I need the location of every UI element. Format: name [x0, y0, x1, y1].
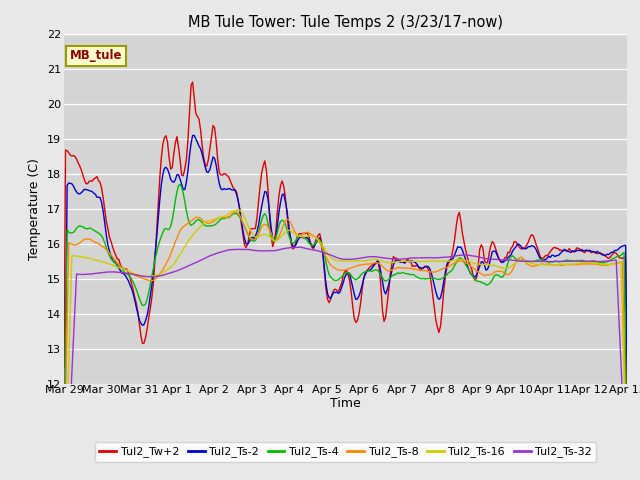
- Tul2_Ts-2: [593, 249, 601, 254]
- Tul2_Ts-4: [258, 217, 266, 223]
- Line: Tul2_Ts-32: Tul2_Ts-32: [64, 247, 627, 480]
- Tul2_Ts-8: [248, 236, 256, 242]
- Tul2_Ts-16: [308, 233, 316, 239]
- Tul2_Ts-2: [623, 382, 631, 388]
- Line: Tul2_Ts-4: Tul2_Ts-4: [64, 184, 627, 472]
- Tul2_Tw+2: [230, 185, 237, 191]
- Tul2_Tw+2: [60, 365, 68, 371]
- Tul2_Ts-32: [228, 247, 236, 252]
- Tul2_Ts-8: [233, 209, 241, 215]
- Title: MB Tule Tower: Tule Temps 2 (3/23/17-now): MB Tule Tower: Tule Temps 2 (3/23/17-now…: [188, 15, 503, 30]
- Tul2_Ts-16: [258, 232, 266, 238]
- X-axis label: Time: Time: [330, 397, 361, 410]
- Tul2_Ts-2: [190, 132, 198, 138]
- Tul2_Ts-4: [176, 181, 184, 187]
- Tul2_Ts-8: [258, 224, 266, 230]
- Tul2_Ts-2: [248, 234, 256, 240]
- Tul2_Ts-2: [129, 290, 137, 296]
- Tul2_Ts-16: [129, 270, 137, 276]
- Tul2_Tw+2: [189, 79, 196, 85]
- Tul2_Ts-2: [230, 187, 237, 193]
- Tul2_Ts-16: [593, 260, 601, 266]
- Tul2_Ts-4: [230, 211, 237, 216]
- Legend: Tul2_Tw+2, Tul2_Ts-2, Tul2_Ts-4, Tul2_Ts-8, Tul2_Ts-16, Tul2_Ts-32: Tul2_Tw+2, Tul2_Ts-2, Tul2_Ts-4, Tul2_Ts…: [95, 442, 596, 462]
- Line: Tul2_Tw+2: Tul2_Tw+2: [64, 82, 627, 441]
- Tul2_Ts-8: [129, 271, 137, 277]
- Tul2_Ts-4: [308, 242, 316, 248]
- Tul2_Ts-4: [129, 279, 137, 285]
- Tul2_Tw+2: [308, 244, 316, 250]
- Tul2_Ts-2: [308, 242, 316, 248]
- Tul2_Ts-8: [308, 232, 316, 238]
- Tul2_Ts-8: [593, 262, 601, 267]
- Tul2_Tw+2: [129, 286, 137, 292]
- Tul2_Ts-16: [248, 230, 256, 236]
- Line: Tul2_Ts-2: Tul2_Ts-2: [64, 135, 627, 480]
- Tul2_Tw+2: [258, 170, 266, 176]
- Tul2_Ts-32: [308, 247, 316, 252]
- Tul2_Ts-2: [258, 204, 266, 210]
- Tul2_Ts-16: [623, 476, 631, 480]
- Y-axis label: Temperature (C): Temperature (C): [28, 158, 42, 260]
- Tul2_Ts-4: [248, 238, 256, 244]
- Line: Tul2_Ts-16: Tul2_Ts-16: [64, 210, 627, 480]
- Tul2_Tw+2: [248, 226, 256, 232]
- Tul2_Ts-16: [234, 207, 242, 213]
- Tul2_Ts-32: [256, 248, 264, 254]
- Tul2_Tw+2: [623, 438, 631, 444]
- Tul2_Ts-32: [129, 271, 137, 277]
- Tul2_Ts-32: [296, 244, 303, 250]
- Tul2_Ts-32: [247, 247, 255, 253]
- Tul2_Ts-4: [60, 456, 68, 461]
- Tul2_Ts-32: [593, 259, 601, 264]
- Tul2_Ts-4: [593, 259, 601, 264]
- Tul2_Ts-8: [228, 211, 236, 216]
- Line: Tul2_Ts-8: Tul2_Ts-8: [64, 212, 627, 480]
- Text: MB_tule: MB_tule: [70, 49, 122, 62]
- Tul2_Tw+2: [593, 251, 601, 256]
- Tul2_Ts-4: [623, 469, 631, 475]
- Tul2_Ts-16: [228, 209, 236, 215]
